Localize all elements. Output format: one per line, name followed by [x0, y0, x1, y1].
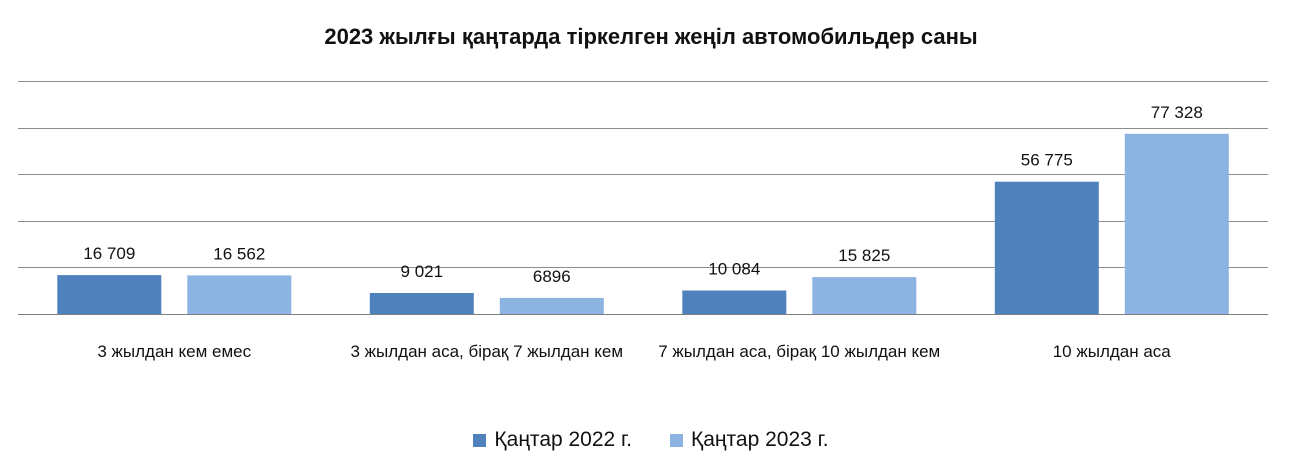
legend-swatch	[473, 433, 487, 447]
data-label: 15 825	[838, 246, 890, 265]
chart-title: 2023 жылғы қаңтарда тіркелген жеңіл авто…	[324, 24, 978, 49]
legend-item: Қаңтар 2023 г.	[670, 428, 829, 452]
data-label: 6896	[533, 267, 571, 286]
legend-label: Қаңтар 2023 г.	[691, 428, 829, 451]
bar-2-1	[187, 275, 292, 314]
bar-1-4	[994, 181, 1099, 314]
data-labels: 16 709 9 021 10 084 56 775 16 562 6896 15 825 7…	[83, 103, 1203, 286]
bar-1-1	[57, 275, 162, 314]
bar-2-2	[499, 297, 604, 314]
gridlines	[18, 81, 1268, 315]
bars	[57, 133, 1229, 314]
legend: Қаңтар 2022 г. Қаңтар 2023 г.	[0, 428, 1302, 452]
bar-chart: 16 709 9 021 10 084 56 775 16 562 6896 15 825 7…	[18, 81, 1268, 315]
data-label: 16 562	[213, 244, 265, 263]
data-label: 16 709	[83, 244, 135, 263]
category-label: 3 жылдан аса, бірақ 7 жылдан кем	[350, 342, 624, 361]
bar-2-4	[1124, 133, 1229, 314]
bar-2-3	[812, 277, 917, 314]
legend-label: Қаңтар 2022 г.	[494, 428, 632, 451]
data-label: 10 084	[708, 260, 760, 279]
data-label: 9 021	[401, 262, 444, 281]
bar-1-3	[682, 290, 787, 314]
category-label: 3 жылдан кем емес	[97, 342, 252, 361]
legend-swatch	[670, 433, 683, 447]
category-label: 7 жылдан аса, бірақ 10 жылдан кем	[658, 342, 941, 361]
bar-1-2	[369, 293, 474, 314]
data-label: 77 328	[1151, 103, 1203, 122]
data-label: 56 775	[1021, 151, 1073, 170]
legend-item: Қаңтар 2022 г.	[473, 428, 632, 452]
category-label: 10 жылдан аса	[1052, 342, 1171, 361]
